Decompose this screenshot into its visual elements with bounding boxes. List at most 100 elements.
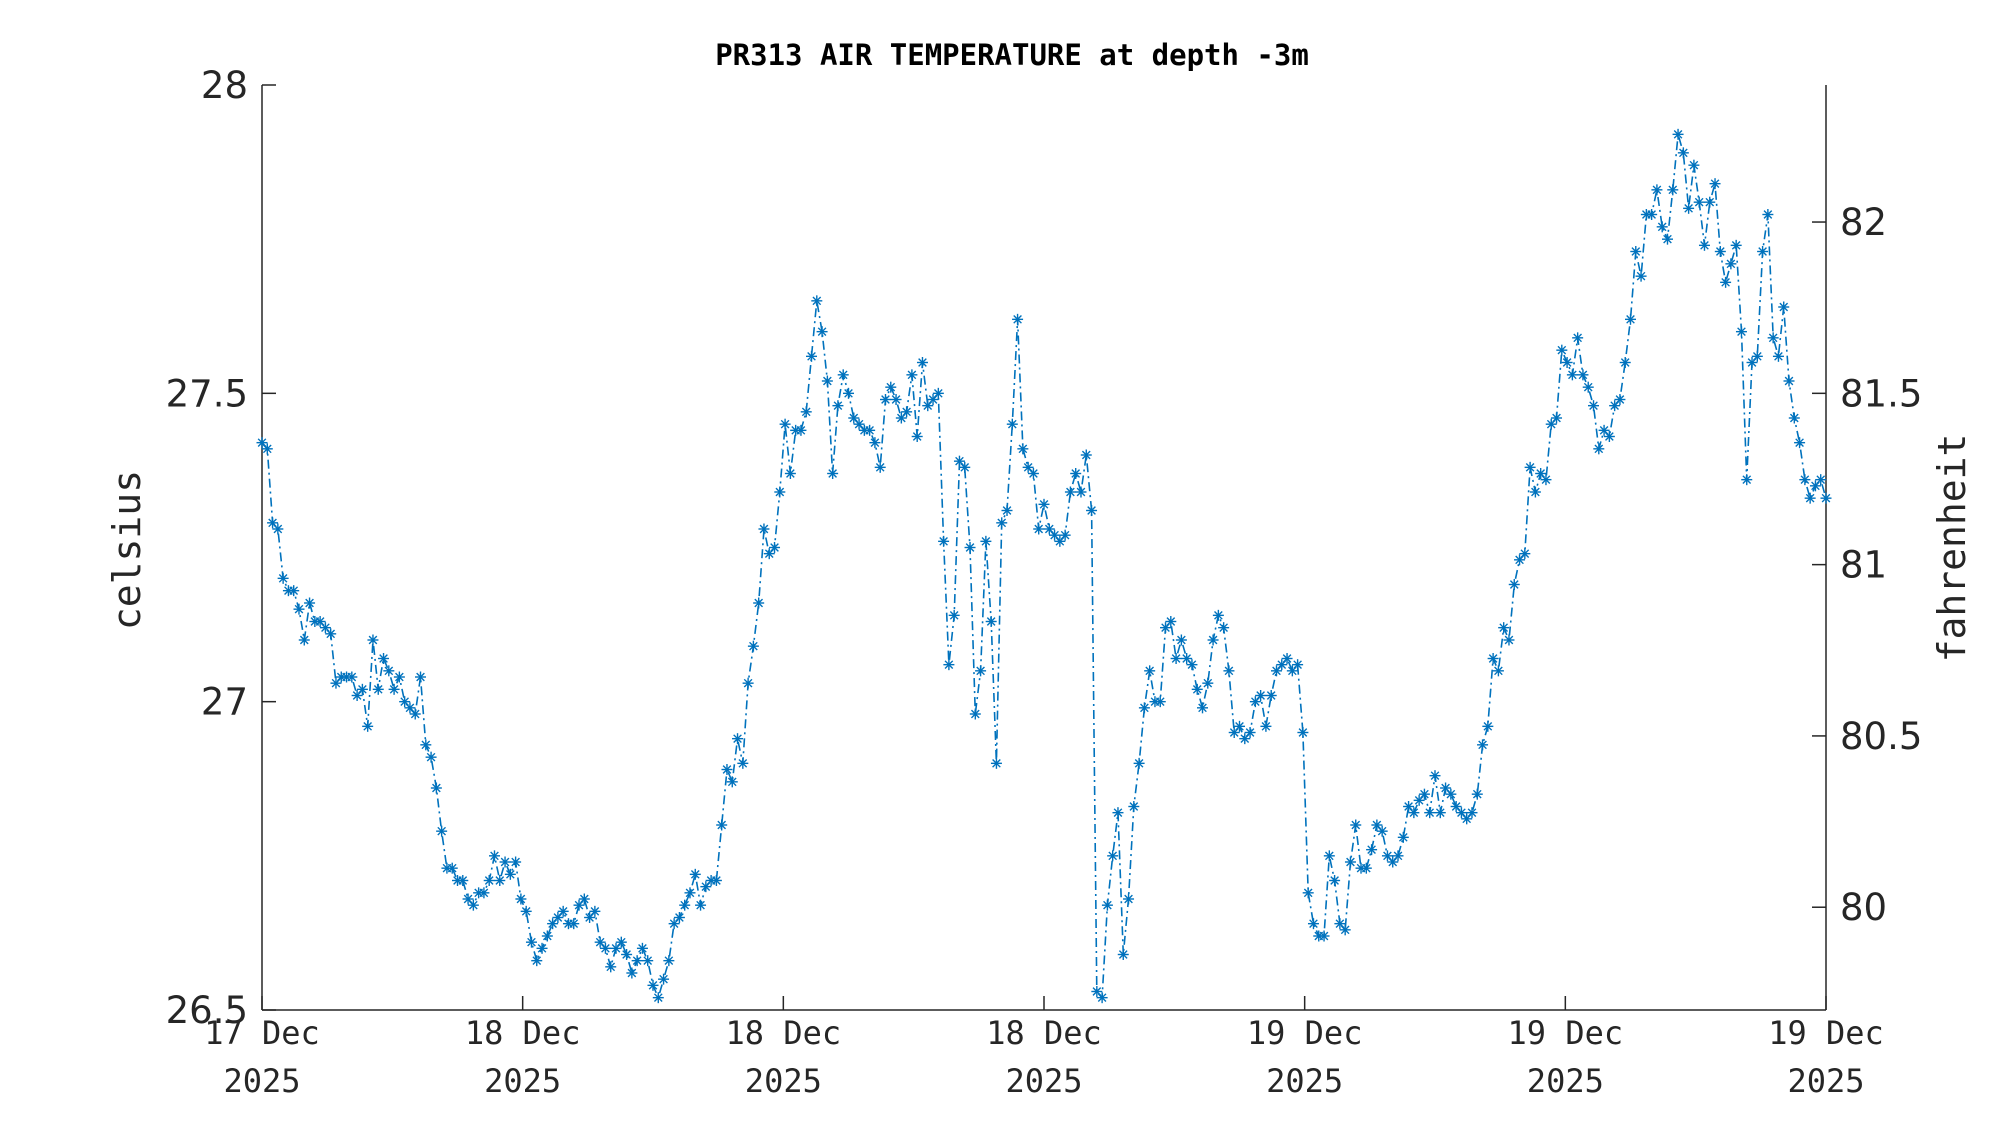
data-point-marker xyxy=(1667,184,1679,196)
data-point-marker xyxy=(932,387,944,399)
data-point-marker xyxy=(1292,659,1304,671)
data-point-marker xyxy=(541,930,553,942)
data-point-marker xyxy=(457,875,469,886)
data-point-marker xyxy=(1107,850,1119,862)
data-point-marker xyxy=(1646,209,1658,220)
data-point-marker xyxy=(1255,690,1267,701)
data-point-marker xyxy=(1561,357,1573,368)
data-point-marker xyxy=(1471,788,1483,800)
data-point-marker xyxy=(1630,246,1642,257)
data-point-marker xyxy=(1503,634,1515,646)
data-point-marker xyxy=(1519,548,1531,560)
data-point-marker xyxy=(425,751,437,763)
data-point-marker xyxy=(1619,357,1631,368)
data-point-marker xyxy=(1144,665,1156,677)
data-point-marker xyxy=(879,394,891,405)
data-point-marker xyxy=(1735,326,1747,338)
data-point-marker xyxy=(1698,239,1710,251)
data-point-marker xyxy=(1154,696,1166,708)
data-point-marker xyxy=(621,949,633,960)
data-point-marker xyxy=(1160,622,1172,634)
data-point-marker xyxy=(1556,344,1568,356)
y-tick-label-left: 27.5 xyxy=(166,372,248,415)
data-point-marker xyxy=(1672,128,1684,140)
x-tick-labels: 17 Dec 2025 18 Dec 2025 18 Dec 2025 18 Dec 2025… xyxy=(204,996,1884,1100)
data-point-marker xyxy=(906,369,918,381)
y-tick-label-right: 80 xyxy=(1840,886,1887,929)
data-point-marker xyxy=(1022,461,1034,473)
data-point-marker xyxy=(1112,807,1124,819)
data-point-marker xyxy=(1477,739,1489,751)
x-tick-label-day: 18 Dec xyxy=(726,1014,842,1052)
y-tick-label-right: 81 xyxy=(1840,544,1887,587)
data-point-marker xyxy=(716,819,728,831)
data-point-marker xyxy=(499,856,511,868)
data-point-marker xyxy=(864,424,876,436)
data-point-marker xyxy=(1709,178,1721,190)
data-point-marker xyxy=(1508,579,1520,590)
data-point-marker xyxy=(367,634,379,646)
x-tick-label-year: 2025 xyxy=(1527,1062,1604,1100)
data-point-marker xyxy=(1714,246,1726,257)
data-point-marker xyxy=(605,961,617,973)
data-point-marker xyxy=(520,905,532,917)
data-point-marker xyxy=(478,887,490,899)
data-point-marker xyxy=(1757,246,1769,257)
data-point-marker xyxy=(869,437,881,449)
x-tick-label-day: 18 Dec xyxy=(465,1014,581,1052)
data-point-marker xyxy=(1038,498,1050,510)
data-point-marker xyxy=(1424,807,1436,819)
data-point-marker xyxy=(483,875,495,886)
axes-frame xyxy=(261,85,1827,1011)
data-point-marker xyxy=(1323,850,1335,862)
data-point-marker xyxy=(837,369,849,381)
data-point-marker xyxy=(626,967,638,979)
data-point-marker xyxy=(874,461,886,473)
data-point-marker xyxy=(647,979,659,991)
data-point-marker xyxy=(1429,770,1441,782)
data-point-marker xyxy=(552,912,564,923)
data-point-marker xyxy=(1445,788,1457,800)
y-tick-label-right: 82 xyxy=(1840,201,1887,244)
data-point-marker xyxy=(673,912,685,923)
data-point-marker xyxy=(504,868,516,880)
data-point-marker xyxy=(1408,807,1420,819)
data-point-marker xyxy=(1614,394,1626,405)
data-point-marker xyxy=(1498,622,1510,634)
data-point-marker xyxy=(1344,856,1356,868)
data-point-marker xyxy=(1688,159,1700,171)
data-point-marker xyxy=(1815,474,1827,486)
data-point-marker xyxy=(737,757,749,769)
data-point-marker xyxy=(684,887,696,899)
data-point-marker xyxy=(1693,196,1705,208)
data-point-marker xyxy=(488,850,500,862)
data-point-marker xyxy=(816,326,828,338)
data-point-marker xyxy=(1175,634,1187,646)
data-point-marker xyxy=(695,899,707,911)
data-point-marker xyxy=(959,461,971,473)
data-point-marker xyxy=(1762,209,1774,220)
data-point-marker xyxy=(1302,887,1314,899)
data-point-marker xyxy=(885,381,897,393)
data-point-marker xyxy=(372,683,384,695)
data-point-marker xyxy=(1524,461,1536,473)
data-point-marker xyxy=(1260,720,1272,732)
data-point-marker xyxy=(525,936,537,948)
y-axis-label-left: celsius xyxy=(105,470,149,630)
data-point-marker xyxy=(584,912,596,923)
data-point-marker xyxy=(1138,702,1150,714)
data-point-marker xyxy=(827,468,839,479)
data-point-marker xyxy=(1265,690,1277,701)
data-point-marker xyxy=(1725,258,1737,270)
data-point-marker xyxy=(293,603,305,615)
data-point-marker xyxy=(615,936,627,948)
data-point-marker xyxy=(806,350,818,362)
data-point-marker xyxy=(795,424,807,436)
data-point-marker xyxy=(710,875,722,886)
data-point-marker xyxy=(948,609,960,621)
data-point-marker xyxy=(1001,505,1013,516)
data-point-marker xyxy=(1487,653,1499,664)
data-point-marker xyxy=(784,468,796,479)
data-point-marker xyxy=(277,572,289,584)
